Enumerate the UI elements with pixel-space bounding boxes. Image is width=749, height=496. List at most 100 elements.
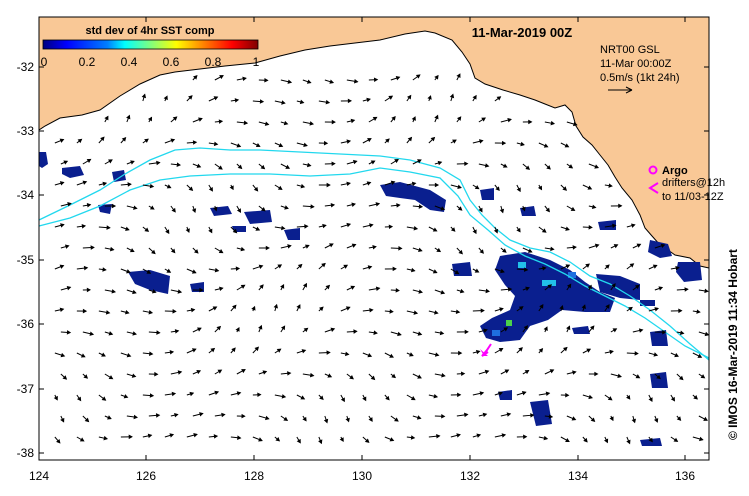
current-arrowhead [171,391,177,397]
current-arrowhead [503,327,509,332]
current-arrowhead [631,418,637,424]
current-arrowhead [84,417,90,423]
y-axis [39,66,709,454]
current-arrowhead [417,374,422,379]
coastline [38,30,710,269]
colorbar-tick: 1 [253,55,260,69]
current-arrowhead [149,183,155,189]
current-arrowhead [79,437,85,442]
current-arrowhead [539,303,544,309]
y-tick-label: -32 [17,60,35,74]
current-arrowhead [418,204,424,209]
current-arrowhead [191,348,197,353]
current-arrowhead [236,391,242,396]
current-arrowhead [693,395,698,400]
current-arrowhead [251,305,256,311]
current-arrowhead [229,185,234,191]
current-arrowhead [208,228,213,234]
current-arrowhead [585,263,590,268]
current-arrowhead [100,136,105,142]
current-arrowhead [66,285,72,291]
current-arrowhead [367,138,372,143]
current-arrowhead [149,351,154,356]
current-arrowhead [583,437,588,443]
y-tick-label: -34 [17,188,35,202]
current-arrowhead [276,348,282,353]
current-arrowhead [546,165,551,170]
current-arrowhead [240,284,246,289]
current-arrowhead [395,288,400,293]
current-arrowhead [303,142,308,148]
current-arrowhead [86,287,92,293]
current-arrowhead [76,396,82,402]
current-arrowhead [525,286,530,291]
current-arrowhead [111,289,117,294]
current-arrowhead [218,165,223,170]
current-arrowhead [459,288,465,294]
info-line-3: 0.5m/s (1kt 24h) [600,72,679,84]
current-arrowhead [635,374,641,379]
current-arrowhead [370,160,376,165]
current-arrowhead [455,309,461,315]
current-arrowhead [452,139,457,144]
current-arrowhead [82,180,88,185]
current-arrowhead [507,287,513,292]
current-arrowhead [280,325,286,331]
current-arrowhead [108,159,113,164]
y-tick-label: -36 [17,317,35,331]
current-arrowhead [538,348,544,353]
current-arrowhead [105,310,111,315]
current-arrowhead [550,246,555,252]
current-arrowhead [409,352,414,357]
current-vectors [53,73,710,445]
current-arrowhead [454,270,460,275]
current-arrowhead [704,331,710,337]
current-arrowhead [516,187,521,193]
current-arrowhead [495,186,500,192]
current-arrowhead [154,371,159,377]
current-arrowhead [60,352,66,358]
current-arrowhead [198,117,203,122]
current-arrowhead [572,370,577,375]
current-arrowhead [345,417,350,423]
current-arrowhead [450,227,456,232]
current-arrowhead [218,119,224,124]
current-arrowhead [351,202,356,207]
current-arrowhead [493,228,499,234]
x-tick-label: 124 [29,469,49,483]
current-arrowhead [559,305,564,310]
current-arrowhead [434,182,440,188]
y-tick-label: -37 [17,382,35,396]
current-arrowhead [217,369,223,374]
current-arrowhead [523,434,528,440]
current-arrowhead [441,413,446,419]
current-arrowhead [347,98,353,104]
current-arrowhead [166,184,172,189]
current-arrowhead [166,268,172,273]
current-arrowhead [255,226,261,231]
current-arrowhead [174,412,179,418]
current-arrowhead [257,392,262,398]
current-arrowhead [265,415,270,421]
current-arrowhead [457,392,462,398]
current-arrowhead [417,331,423,336]
current-arrowhead [309,372,315,378]
current-arrowhead [458,350,463,356]
current-arrowhead [123,394,129,399]
current-arrowhead [83,374,89,379]
current-arrowhead [545,391,551,396]
current-arrowhead [482,412,488,418]
current-arrowhead [564,143,570,148]
current-arrowhead [484,369,490,375]
current-arrowhead [262,370,268,375]
current-arrowhead [147,433,153,439]
current-arrowhead [126,114,131,120]
current-arrowhead [527,248,533,253]
current-arrowhead [369,223,374,228]
current-arrowhead [350,285,356,290]
current-arrowhead [253,186,259,192]
current-arrowhead [436,247,442,253]
current-arrowhead [296,438,301,444]
current-arrowhead [626,439,631,445]
current-arrowhead [460,371,466,377]
